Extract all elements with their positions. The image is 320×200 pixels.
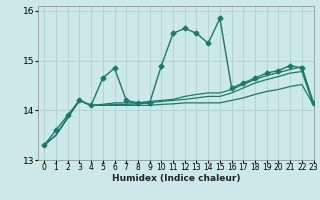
X-axis label: Humidex (Indice chaleur): Humidex (Indice chaleur) xyxy=(112,174,240,183)
